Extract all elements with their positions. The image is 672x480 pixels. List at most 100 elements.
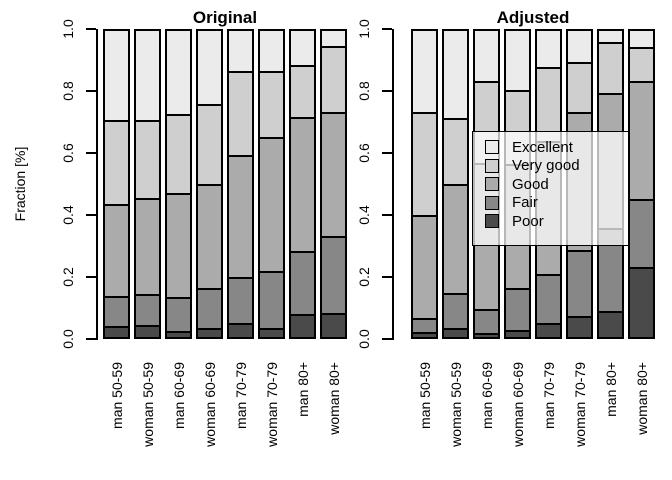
bar-segment-poor: [105, 326, 128, 337]
bar-segment-excellent: [444, 31, 467, 118]
bar-segment-good: [291, 116, 314, 252]
x-category-label: woman 70-79: [263, 362, 280, 447]
bar-segment-fair: [630, 199, 653, 267]
legend-item-excellent: Excellent: [485, 138, 628, 157]
x-category-label: woman 60-69: [509, 362, 526, 447]
bar-segment-excellent: [291, 31, 314, 65]
x-category-label: woman 60-69: [201, 362, 218, 447]
bar-segment-very-good: [630, 47, 653, 81]
bar-segment-good: [413, 214, 436, 318]
bar-segment-fair: [291, 251, 314, 315]
bar-segment-good: [229, 154, 252, 277]
bar-woman-80+: [628, 29, 655, 339]
bar-segment-excellent: [229, 31, 252, 71]
legend-swatch-poor: [485, 214, 499, 229]
y-tick: [382, 276, 392, 278]
bar-segment-excellent: [568, 31, 591, 62]
bar-segment-excellent: [475, 31, 498, 82]
plot-area-original: [98, 29, 352, 339]
y-tick-label: 1.0: [60, 19, 76, 39]
bar-segment-fair: [506, 288, 529, 330]
y-tick: [86, 152, 96, 154]
y-tick: [382, 152, 392, 154]
bar-man-70-79: [227, 29, 254, 339]
bar-segment-good: [198, 183, 221, 289]
x-category-label: woman 80+: [325, 362, 342, 435]
bar-segment-fair: [444, 293, 467, 329]
bar-segment-poor: [229, 322, 252, 337]
x-category-label: woman 80+: [633, 362, 650, 435]
bar-segment-fair: [167, 297, 190, 331]
bar-segment-very-good: [229, 70, 252, 155]
bar-segment-poor: [167, 330, 190, 337]
bar-segment-poor: [198, 327, 221, 337]
bar-woman-50-59: [134, 29, 161, 339]
bar-segment-very-good: [105, 119, 128, 204]
bar-segment-poor: [506, 329, 529, 337]
legend-swatch-excellent: [485, 140, 499, 155]
bar-segment-fair: [322, 236, 345, 313]
legend-label: Fair: [512, 194, 538, 212]
bar-segment-excellent: [630, 31, 653, 48]
bar-woman-60-69: [196, 29, 223, 339]
bar-segment-good: [136, 197, 159, 295]
x-category-label: man 80+: [602, 362, 619, 417]
bar-segment-good: [630, 80, 653, 200]
chart-title-original: Original: [192, 8, 258, 27]
bar-segment-very-good: [322, 46, 345, 113]
y-tick: [86, 90, 96, 92]
x-category-label: man 50-59: [108, 362, 125, 429]
bar-segment-poor: [291, 314, 314, 337]
y-axis-title: Fraction [%]: [12, 146, 28, 222]
bar-segment-good: [444, 183, 467, 294]
bar-segment-fair: [105, 295, 128, 327]
bar-segment-fair: [475, 309, 498, 334]
bar-segment-excellent: [167, 31, 190, 114]
y-tick-label: 0.4: [60, 205, 76, 225]
x-category-label: man 60-69: [478, 362, 495, 429]
y-tick: [382, 338, 392, 340]
y-tick-label: 0.8: [60, 81, 76, 101]
bar-segment-poor: [537, 322, 560, 337]
bar-segment-poor: [260, 327, 283, 337]
bar-segment-good: [260, 136, 283, 272]
y-axis-line-original: [96, 29, 98, 340]
y-tick: [86, 276, 96, 278]
chart-title-adjusted: Adjusted: [496, 8, 570, 27]
bar-segment-excellent: [260, 31, 283, 71]
bar-segment-poor: [413, 332, 436, 337]
bar-segment-very-good: [291, 64, 314, 117]
bar-segment-fair: [229, 277, 252, 323]
y-axis-line-adjusted: [392, 29, 394, 340]
legend-swatch-very-good: [485, 158, 499, 173]
y-tick-label: 0.6: [60, 143, 76, 163]
bar-segment-very-good: [413, 112, 436, 215]
y-tick-label: 0.2: [60, 267, 76, 287]
legend: Excellent Very good Good Fair Poor: [472, 131, 629, 246]
bar-woman-70-79: [258, 29, 285, 339]
y-tick: [382, 90, 392, 92]
legend-label: Very good: [512, 157, 580, 175]
y-tick-label: 1.0: [356, 19, 372, 39]
bar-segment-fair: [568, 249, 591, 316]
legend-item-good: Good: [485, 175, 628, 194]
legend-item-fair: Fair: [485, 194, 628, 213]
bar-woman-50-59: [442, 29, 469, 339]
y-tick-label: 0.6: [356, 143, 372, 163]
bar-segment-poor: [475, 333, 498, 337]
bar-segment-good: [322, 112, 345, 236]
bar-segment-poor: [599, 311, 622, 337]
legend-swatch-fair: [485, 195, 499, 210]
x-category-label: woman 50-59: [447, 362, 464, 447]
legend-label: Excellent: [512, 138, 573, 156]
y-tick: [382, 214, 392, 216]
bar-segment-good: [105, 203, 128, 296]
bar-segment-good: [167, 193, 190, 298]
legend-item-very-good: Very good: [485, 157, 628, 176]
y-tick: [86, 214, 96, 216]
bar-segment-fair: [413, 318, 436, 333]
x-category-label: man 60-69: [170, 362, 187, 429]
x-category-label: woman 50-59: [139, 362, 156, 447]
bar-segment-very-good: [260, 70, 283, 137]
